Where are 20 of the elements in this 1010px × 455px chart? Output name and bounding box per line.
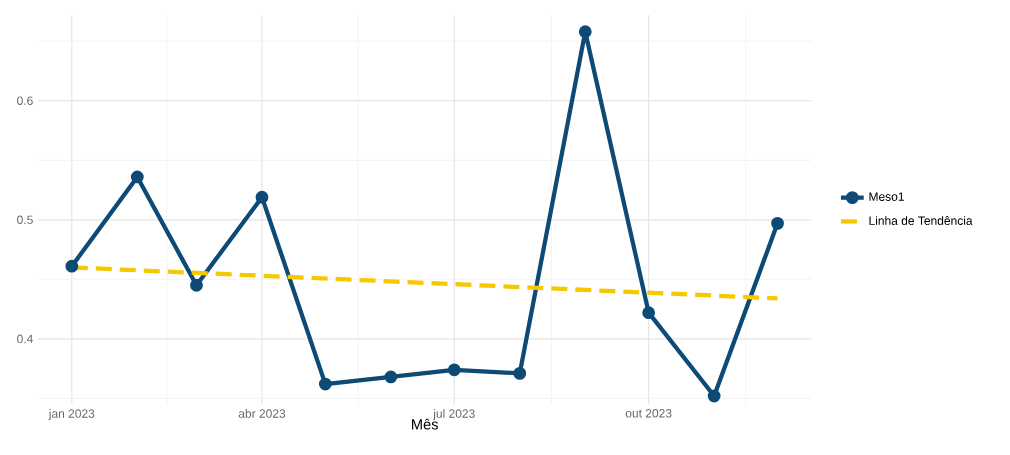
point	[578, 25, 592, 39]
y-tick-label: 0.5	[17, 215, 33, 225]
point	[384, 370, 398, 384]
point	[130, 170, 144, 184]
legend-label: Meso1	[869, 192, 904, 201]
point	[642, 306, 656, 320]
point	[65, 259, 79, 273]
legend-label: Linha de Tendência	[869, 216, 973, 225]
point	[318, 377, 332, 391]
point	[771, 216, 784, 230]
point	[255, 190, 269, 204]
y-tick-label: 0.4	[17, 334, 33, 344]
y-tick-label: 0.6	[17, 96, 33, 105]
x-tick-label: abr 2023	[238, 409, 286, 418]
point	[707, 389, 721, 403]
point	[513, 366, 527, 380]
x-tick-label: out 2023	[625, 409, 672, 418]
x-tick-label: jan 2023	[48, 409, 95, 421]
point	[190, 278, 203, 292]
point	[447, 363, 461, 377]
